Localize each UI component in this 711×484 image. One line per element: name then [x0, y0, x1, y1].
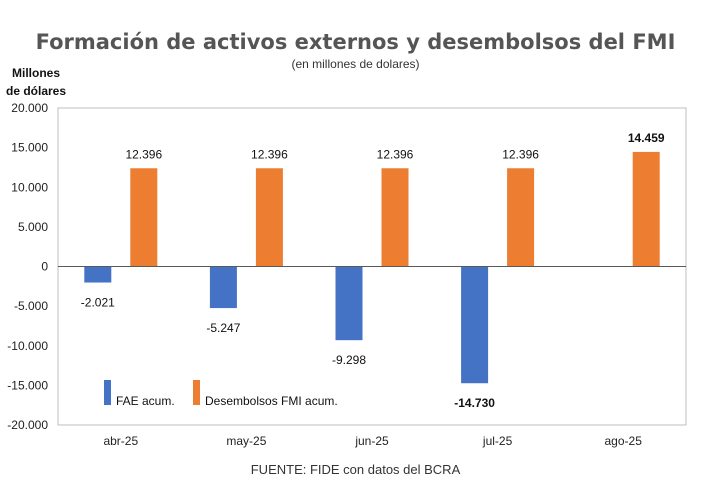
- bar: [84, 266, 112, 283]
- legend-swatch: [193, 380, 200, 405]
- bar: [381, 168, 409, 267]
- x-tick-label: may-25: [226, 434, 266, 448]
- bar: [130, 168, 158, 267]
- chart-source: FUENTE: FIDE con datos del BCRA: [250, 462, 461, 477]
- legend-label: FAE acum.: [116, 394, 175, 408]
- legend-swatch: [104, 380, 111, 405]
- y-tick-label: 20.000: [11, 101, 48, 115]
- data-label: -2.021: [81, 296, 115, 310]
- y-axis-label: Millones de dólares: [5, 66, 67, 98]
- bar: [209, 266, 237, 309]
- y-tick-label: 15.000: [11, 141, 48, 155]
- y-tick-label: -15.000: [7, 378, 48, 392]
- bar: [507, 168, 535, 267]
- data-label: -9.298: [332, 353, 366, 367]
- y-tick-label: -10.000: [7, 339, 48, 353]
- x-tick-label: jun-25: [354, 434, 389, 448]
- data-label: 14.459: [628, 131, 665, 145]
- data-label: 12.396: [251, 147, 288, 161]
- y-tick-label: -5.000: [14, 299, 48, 313]
- y-tick-label: -20.000: [7, 418, 48, 432]
- data-label: 12.396: [377, 147, 414, 161]
- bar: [632, 151, 660, 267]
- x-tick-label: jul-25: [482, 434, 513, 448]
- y-tick-label: 10.000: [11, 180, 48, 194]
- data-label: -5.247: [206, 321, 240, 335]
- y-tick-label: 5.000: [18, 220, 48, 234]
- x-tick-label: ago-25: [605, 434, 643, 448]
- chart-title: Formación de activos externos y desembol…: [35, 30, 676, 54]
- data-label: 12.396: [125, 147, 162, 161]
- chart-subtitle: (en millones de dolares): [291, 57, 420, 71]
- bar: [461, 266, 489, 384]
- bar: [335, 266, 363, 341]
- y-tick-label: 0: [41, 260, 48, 274]
- legend-label: Desembolsos FMI acum.: [205, 394, 338, 408]
- x-tick-label: abr-25: [103, 434, 138, 448]
- data-label: -14.730: [454, 396, 495, 410]
- data-label: 12.396: [502, 147, 539, 161]
- bar: [255, 168, 283, 267]
